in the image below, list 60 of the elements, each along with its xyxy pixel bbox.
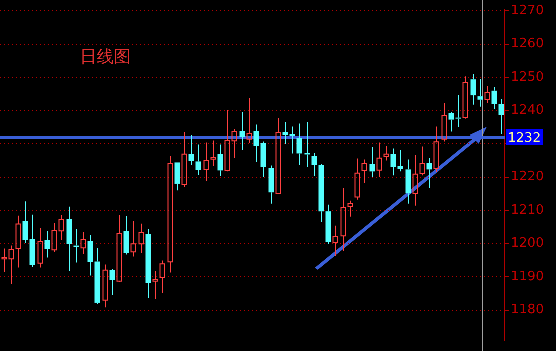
candlestick	[80, 232, 86, 255]
candlestick	[152, 270, 158, 300]
candlestick	[492, 86, 498, 110]
ref-line-label: 1232	[508, 130, 542, 146]
candlestick	[442, 102, 448, 142]
y-tick-label: 1180	[511, 302, 544, 318]
candlestick	[470, 73, 476, 106]
candlestick	[160, 260, 166, 294]
candlestick	[370, 146, 376, 178]
candlestick	[498, 98, 504, 135]
candlestick	[268, 165, 274, 204]
candlestick	[168, 156, 174, 274]
candlestick	[348, 200, 354, 218]
candlestick	[434, 126, 440, 173]
candlestick	[240, 112, 246, 151]
candlestick	[182, 132, 188, 188]
candlestick	[332, 225, 338, 257]
candlestick	[484, 86, 490, 104]
y-tick-label: 1200	[511, 236, 544, 252]
candlestick	[318, 164, 324, 223]
candlestick	[124, 216, 130, 256]
candlestick	[312, 152, 318, 177]
candlestick	[246, 98, 252, 144]
candlestick	[38, 228, 44, 268]
candlestick	[138, 223, 144, 254]
candlestick	[426, 158, 432, 188]
y-tick-label: 1210	[511, 202, 544, 218]
candlestick	[420, 146, 426, 176]
candlestick	[384, 146, 390, 162]
candlestick	[204, 142, 210, 182]
candlestick	[16, 215, 22, 268]
candlestick	[44, 231, 50, 258]
candlestick	[110, 268, 116, 296]
candlestick	[196, 144, 202, 176]
candlestick	[130, 220, 136, 258]
y-tick-label: 1260	[511, 36, 544, 52]
candlestick	[340, 187, 346, 252]
y-tick-label: 1240	[511, 103, 544, 118]
candlestick	[276, 118, 282, 194]
y-tick-label: 1270	[511, 4, 544, 19]
candlestick	[412, 154, 418, 206]
candlestick	[326, 204, 332, 245]
text: 日线图	[80, 47, 131, 68]
candlestick	[66, 206, 72, 272]
candlestick	[354, 158, 360, 200]
candlestick	[478, 78, 484, 108]
candlestick	[296, 123, 302, 166]
candlestick	[146, 229, 152, 299]
candlestick	[210, 140, 216, 167]
candlestick	[102, 264, 108, 308]
y-tick-label: 1220	[511, 170, 544, 185]
y-tick-label: 1190	[511, 269, 544, 284]
candlestick	[188, 134, 194, 166]
candlestick	[362, 159, 368, 184]
y-tick-label: 1250	[511, 70, 544, 85]
candlestick	[218, 144, 224, 177]
candlestick	[376, 142, 382, 178]
candlestick	[174, 162, 180, 192]
candlestick	[406, 159, 412, 204]
candlestick	[116, 215, 122, 283]
